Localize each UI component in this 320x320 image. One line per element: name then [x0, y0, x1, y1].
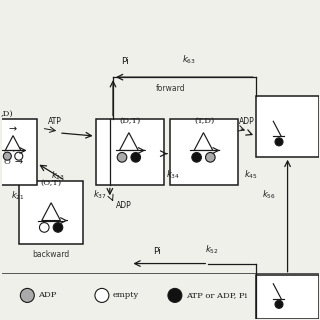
Text: empty: empty [113, 292, 139, 300]
Text: $k_{52}$: $k_{52}$ [204, 243, 218, 256]
Circle shape [39, 223, 49, 232]
Text: forward: forward [155, 84, 185, 92]
Polygon shape [5, 136, 21, 150]
Text: ADP: ADP [38, 292, 57, 300]
Text: $k_{34}$: $k_{34}$ [166, 169, 180, 181]
Text: Pi: Pi [154, 247, 161, 256]
Circle shape [3, 152, 11, 160]
Text: ATP: ATP [48, 116, 62, 125]
Circle shape [275, 138, 283, 146]
Text: →: → [8, 125, 16, 135]
Circle shape [275, 300, 283, 308]
Text: $k_{37}$: $k_{37}$ [93, 188, 107, 201]
Text: (T,D): (T,D) [194, 117, 214, 125]
Circle shape [53, 223, 63, 232]
Text: O: O [4, 157, 10, 165]
Polygon shape [119, 133, 138, 150]
Text: ADP: ADP [116, 201, 132, 210]
Text: →: → [15, 157, 23, 168]
Bar [96, 119, 164, 186]
Text: (O,T): (O,T) [41, 179, 62, 187]
Bar [0, 119, 37, 186]
Bar [256, 96, 319, 157]
Circle shape [117, 153, 127, 162]
Polygon shape [194, 133, 213, 150]
Text: ,D): ,D) [0, 110, 13, 118]
Circle shape [95, 288, 109, 302]
Text: $k_{56}$: $k_{56}$ [261, 188, 276, 201]
Circle shape [168, 288, 182, 302]
Circle shape [192, 153, 201, 162]
Circle shape [15, 152, 23, 160]
Text: $k_{45}$: $k_{45}$ [244, 169, 258, 181]
Text: Pi: Pi [121, 57, 129, 66]
Text: backward: backward [33, 250, 70, 259]
Text: $k_{21}$: $k_{21}$ [11, 189, 25, 202]
Circle shape [131, 153, 140, 162]
Polygon shape [42, 203, 60, 220]
Circle shape [205, 153, 215, 162]
Circle shape [20, 288, 34, 302]
Bar [256, 275, 319, 319]
Text: $k_{23}$: $k_{23}$ [51, 169, 64, 181]
Text: ATP or ADP, Pi: ATP or ADP, Pi [186, 292, 247, 300]
Text: $k_{63}$: $k_{63}$ [182, 53, 196, 66]
Text: ,O): ,O) [4, 145, 16, 153]
Text: ADP: ADP [239, 116, 255, 125]
Bar [170, 119, 238, 186]
Text: (D,T): (D,T) [119, 117, 140, 125]
Bar [20, 181, 83, 244]
